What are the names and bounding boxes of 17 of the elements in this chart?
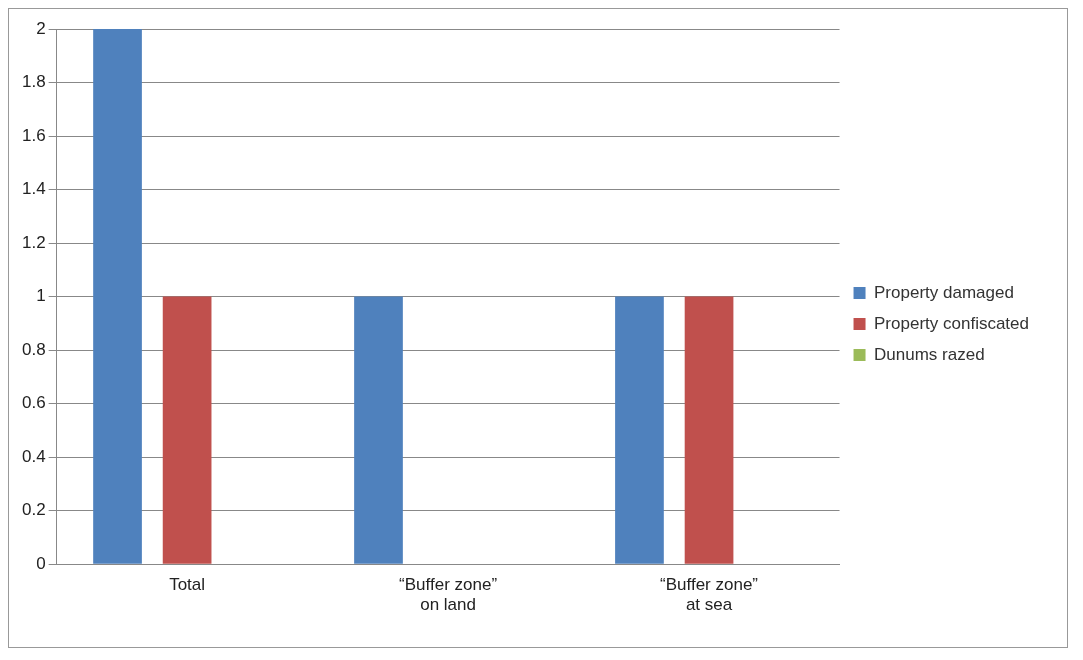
- y-tick-label: 1.4: [21, 179, 46, 199]
- x-tick-label: Total: [169, 575, 206, 595]
- y-tick-label: 0.4: [21, 446, 46, 466]
- y-tick-label: 1.8: [21, 72, 46, 92]
- y-tick-label: 0.6: [21, 393, 46, 413]
- y-tick-label: 1.2: [21, 232, 46, 252]
- x-tick-label: “Buffer zone” at sea: [660, 575, 759, 615]
- y-tick-label: 0.2: [21, 500, 46, 520]
- legend-label: Property damaged: [874, 282, 1014, 302]
- legend-label: Dunums razed: [874, 344, 985, 364]
- y-tick-label: 1: [36, 286, 46, 306]
- y-tick-label: 0: [36, 553, 46, 573]
- y-tick-label: 0.8: [21, 339, 46, 359]
- y-tick-label: 1.6: [21, 125, 46, 145]
- legend-label: Property confiscated: [874, 313, 1029, 333]
- y-tick-label: 2: [36, 18, 46, 38]
- x-tick-label: “Buffer zone” on land: [399, 575, 498, 615]
